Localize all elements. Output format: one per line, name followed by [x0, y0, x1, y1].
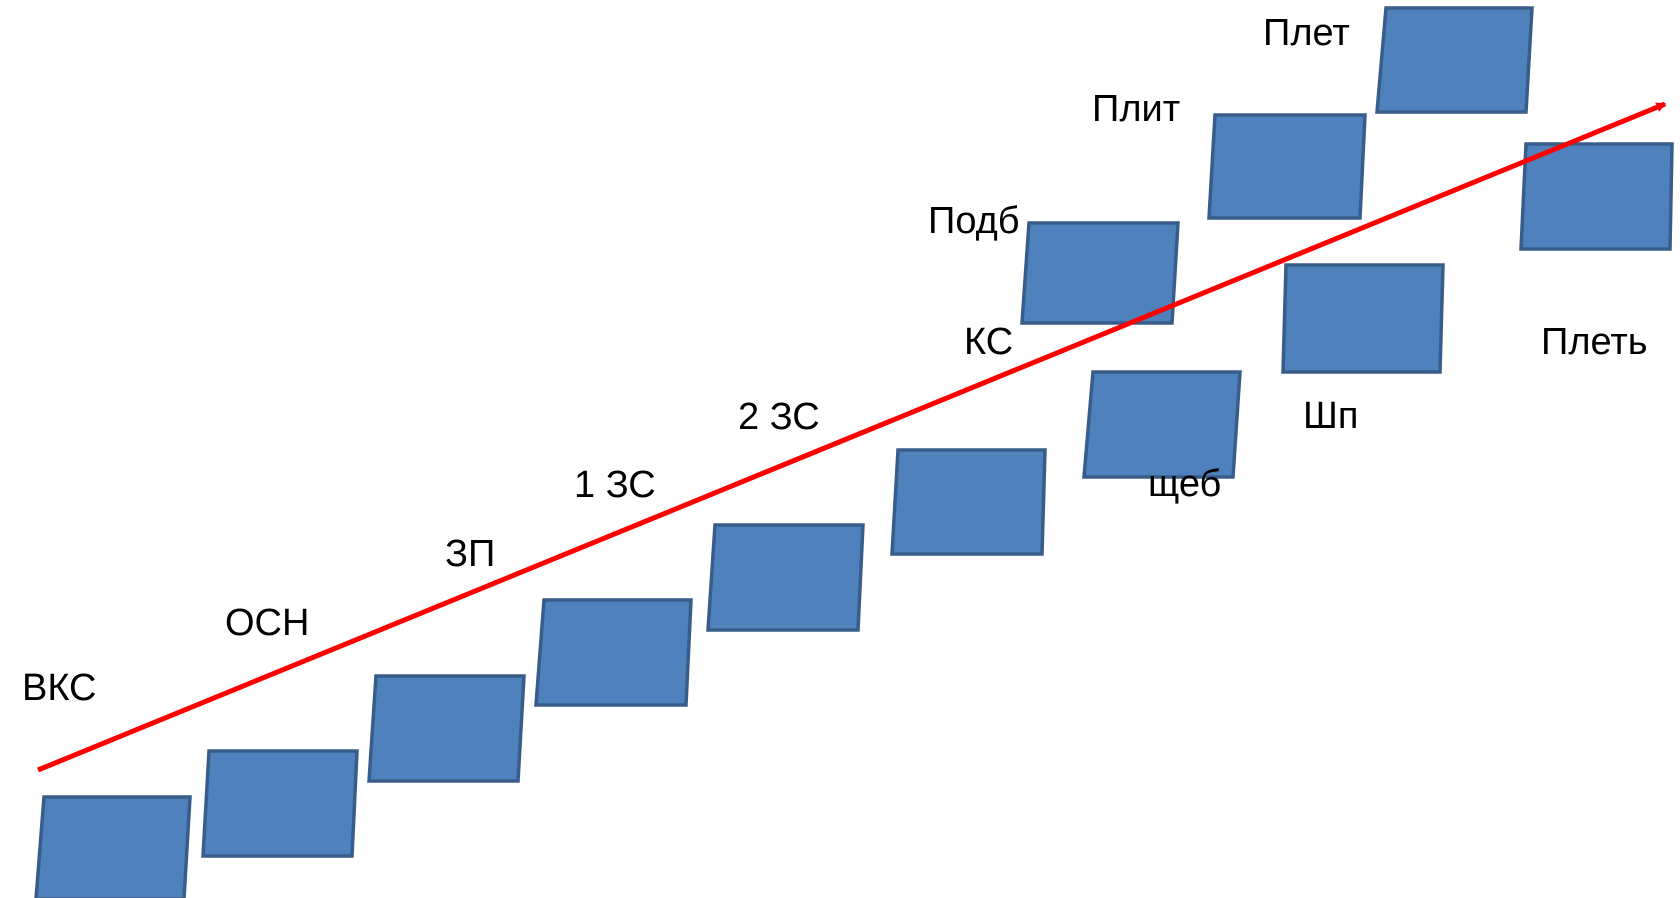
block-8	[1082, 370, 1242, 479]
block-2	[201, 749, 359, 858]
block-10	[1281, 263, 1445, 374]
label-osn: ОСН	[225, 602, 309, 644]
block-6	[890, 448, 1047, 556]
block-1	[34, 795, 192, 898]
label-zp: ЗП	[445, 533, 495, 575]
label-2zs: 2 ЗС	[738, 396, 820, 438]
label-shp: Шп	[1303, 395, 1358, 437]
label-plet-top: Плет	[1263, 12, 1350, 54]
label-1zs: 1 ЗС	[574, 464, 656, 506]
block-11	[1375, 6, 1534, 114]
label-plit: Плит	[1092, 88, 1180, 130]
block-4	[534, 598, 693, 707]
block-3	[367, 674, 526, 783]
block-9	[1207, 113, 1367, 220]
block-5	[706, 523, 865, 632]
label-plet: Плеть	[1541, 321, 1648, 363]
progress-arrow	[37, 101, 1667, 773]
block-7	[1020, 221, 1180, 325]
label-podb: Подб	[928, 200, 1020, 242]
label-shcheb: щеб	[1148, 463, 1221, 505]
block-12	[1519, 142, 1674, 251]
label-vks: ВКС	[22, 667, 97, 709]
label-ks: КС	[964, 321, 1013, 363]
